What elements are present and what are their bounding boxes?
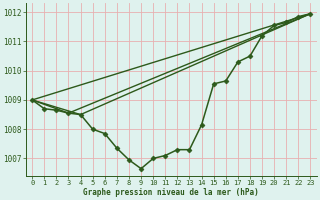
X-axis label: Graphe pression niveau de la mer (hPa): Graphe pression niveau de la mer (hPa): [84, 188, 259, 197]
